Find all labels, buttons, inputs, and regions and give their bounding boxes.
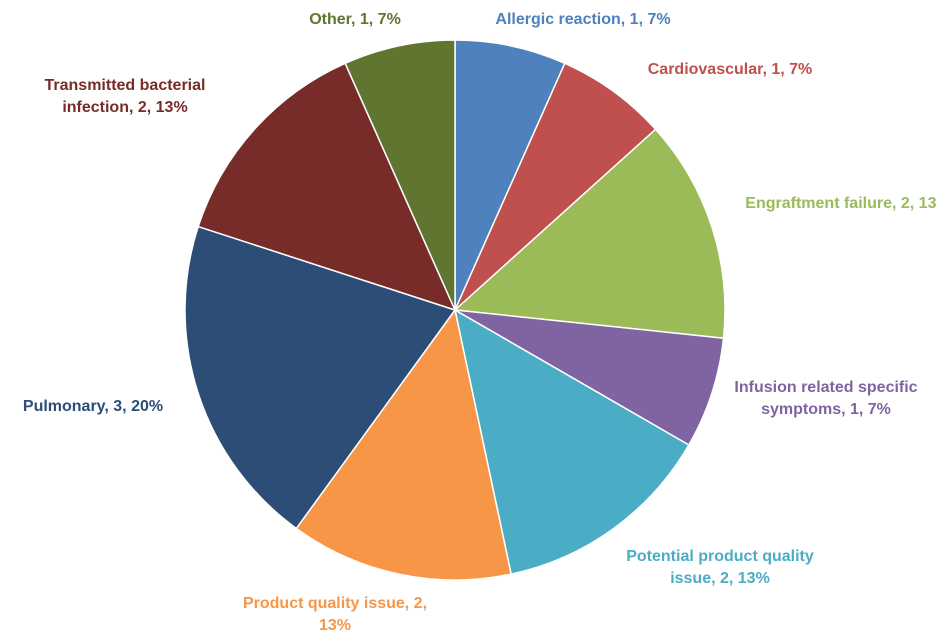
data-label: Other, 1, 7% — [309, 11, 401, 28]
pie-slice — [454, 39, 566, 311]
pie-slice — [197, 62, 457, 312]
pie-slice — [184, 225, 457, 530]
data-label: Cardiovascular, 1, 7% — [647, 61, 813, 78]
data-label: Allergic reaction, 1, 7% — [495, 11, 671, 28]
pie-slice — [344, 39, 456, 311]
pie-slice — [295, 308, 513, 581]
pie-slice — [454, 62, 657, 311]
data-label: Potential product quality issue, 2, 13% — [626, 548, 814, 587]
data-label: Pulmonary, 3, 20% — [22, 398, 164, 415]
pie-slice — [453, 128, 726, 340]
data-label: Infusion related specific symptoms, 1, 7… — [734, 379, 918, 418]
pie-slice — [454, 309, 725, 447]
data-label: Product quality issue, 2, 13% — [242, 595, 428, 634]
data-label: Transmitted bacterial infection, 2, 13% — [44, 77, 206, 116]
data-label: Engraftment failure, 2, 13% — [745, 195, 936, 212]
pie-slice — [453, 308, 690, 575]
